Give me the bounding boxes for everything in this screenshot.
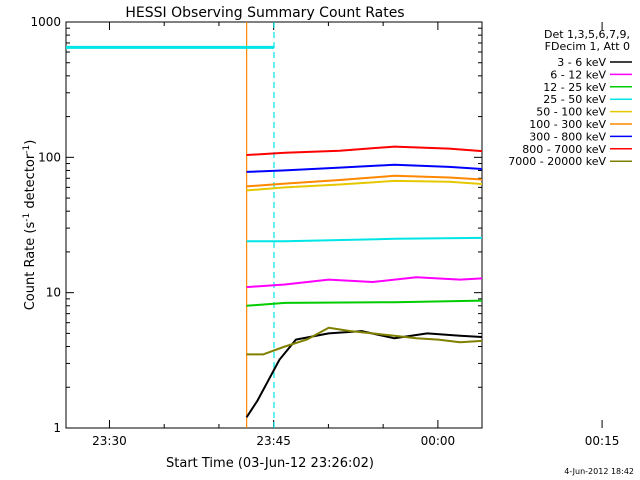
y-tick-label: 100 [38,150,61,164]
y-tick-label: 1000 [30,15,61,29]
series-line-7 [246,145,482,156]
series-line-1 [246,276,482,289]
plot-content: NFS [57,22,482,428]
series-line-5 [246,174,482,188]
series-line-8 [246,326,482,356]
legend-label: 800 - 7000 keV [522,143,606,156]
footer-timestamp: 4-Jun-2012 18:42 [564,467,634,476]
legend-label: 100 - 300 keV [529,118,606,131]
legend-label: 300 - 800 keV [529,130,606,143]
x-tick-label: 00:00 [421,434,456,448]
series-line-0 [245,330,482,418]
x-tick-label: 23:45 [256,434,291,448]
series-line-6 [246,163,482,173]
y-axis-ticks: 1 10 100 1000 [30,15,482,435]
legend-label: 50 - 100 keV [536,106,606,119]
legend-label: 12 - 25 keV [543,81,606,94]
legend-label: 6 - 12 keV [550,68,606,81]
x-tick-label: 00:15 [585,434,620,448]
y-axis-label-sup2: -1 [22,145,32,154]
y-axis-label-sup1: -1 [22,213,32,222]
x-axis-label: Start Time (03-Jun-12 23:26:02) [166,456,374,471]
marker-label-night: N [57,43,64,54]
legend-label: 7000 - 20000 keV [508,155,606,168]
y-axis-label: Count Rate (s-1 detector-1) [22,140,38,311]
x-tick-label: 23:30 [92,434,127,448]
y-tick-label: 1 [53,421,61,435]
series-line-4 [246,179,482,192]
legend-header-line-1: Det 1,3,5,6,7,9, [544,28,630,41]
legend-header-line-2: FDecim 1, Att 0 [545,40,630,53]
legend-label: 25 - 50 keV [543,93,606,106]
y-axis-label-pre: Count Rate (s [23,222,38,311]
legend: Det 1,3,5,6,7,9, FDecim 1, Att 0 3 - 6 k… [508,28,632,168]
y-axis-label-mid: detector [23,153,38,213]
chart-title: HESSI Observing Summary Count Rates [125,5,404,21]
series-line-3 [246,236,482,243]
series-line-2 [246,299,482,307]
y-axis-label-post: ) [23,140,38,145]
legend-label: 3 - 6 keV [557,56,606,69]
y-tick-label: 10 [46,286,61,300]
